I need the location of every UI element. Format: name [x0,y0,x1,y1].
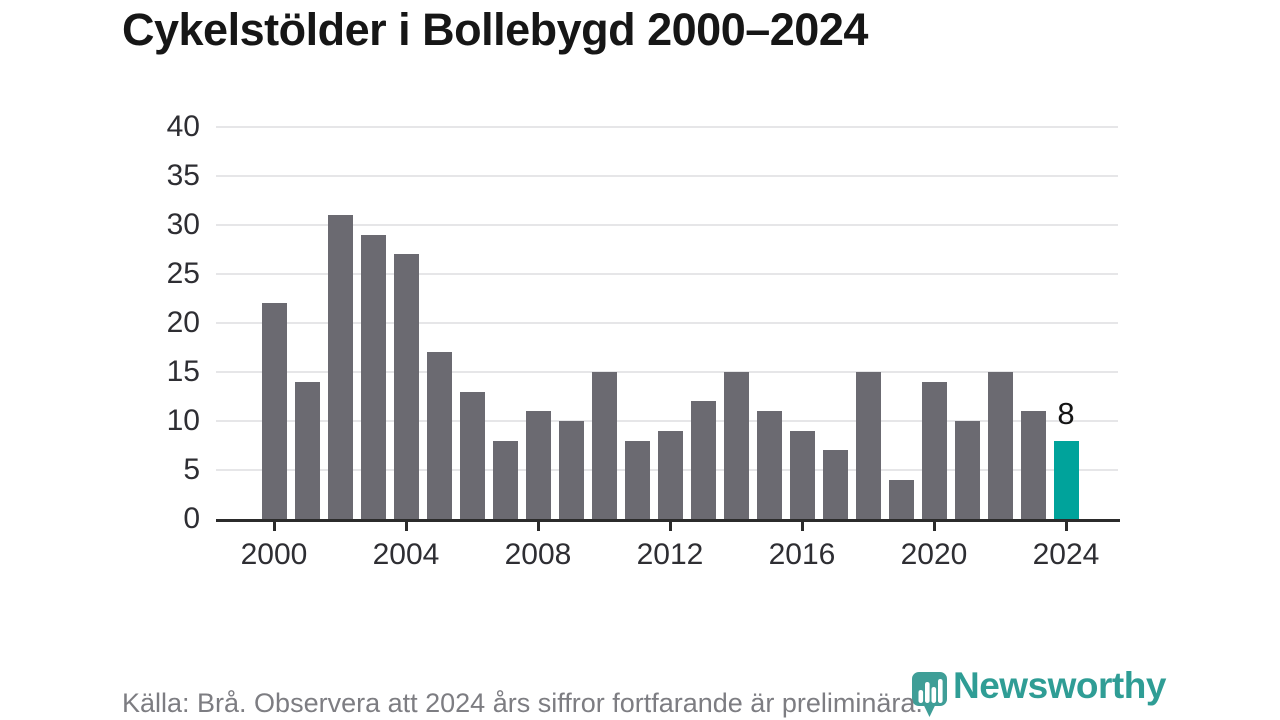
x-axis-label: 2000 [240,538,308,571]
newsworthy-logo: Newsworthy [911,664,1166,718]
gridline-40 [216,126,1118,128]
bar-2001 [295,382,320,521]
gridline-35 [216,175,1118,177]
y-axis-label: 15 [166,355,200,388]
gridline-25 [216,273,1118,275]
x-axis-label: 2008 [504,538,572,571]
bar-2003 [361,235,386,521]
y-axis-label: 30 [166,208,200,241]
bar-2011 [625,441,650,521]
bar-2008 [526,411,551,521]
x-axis-label: 2024 [1032,538,1100,571]
bar-2021 [955,421,980,521]
gridline-20 [216,322,1118,324]
x-axis-tick [669,522,672,531]
x-axis-label: 2012 [636,538,704,571]
x-axis-label: 2016 [768,538,836,571]
bar-2007 [493,441,518,521]
bar-2004 [394,254,419,521]
bar-2019 [889,480,914,521]
newsworthy-bubble-barchart-icon [912,672,947,717]
bar-2022 [988,372,1013,521]
y-axis-label: 5 [183,453,200,486]
y-axis-label: 20 [166,306,200,339]
chart-title: Cykelstölder i Bollebygd 2000–2024 [122,4,868,55]
gridline-30 [216,224,1118,226]
bar-2013 [691,401,716,521]
bar-2024 [1054,441,1079,521]
gridline-15 [216,371,1118,373]
y-axis-label: 40 [166,110,200,143]
source-note: Källa: Brå. Observera att 2024 års siffr… [122,688,923,718]
bar-2014 [724,372,749,521]
bar-2006 [460,392,485,521]
gridline-10 [216,420,1118,422]
y-axis-label: 10 [166,404,200,437]
y-axis-label: 0 [183,502,200,535]
bar-2020 [922,382,947,521]
bar-2010 [592,372,617,521]
bar-2023 [1021,411,1046,521]
bar-value-label: 8 [1057,395,1075,431]
x-axis-tick [273,522,276,531]
bar-2009 [559,421,584,521]
logo-wordmark: Newsworthy [953,665,1166,706]
bar-2012 [658,431,683,521]
x-axis-line [216,519,1120,522]
y-axis-label: 25 [166,257,200,290]
bar-2002 [328,215,353,521]
y-axis-label: 35 [166,159,200,192]
bar-2015 [757,411,782,521]
x-axis-tick [933,522,936,531]
x-axis-tick [801,522,804,531]
x-axis-tick [405,522,408,531]
bar-2000 [262,303,287,521]
bar-2005 [427,352,452,521]
bar-2018 [856,372,881,521]
x-axis-tick [537,522,540,531]
bar-2016 [790,431,815,521]
bar-2017 [823,450,848,521]
x-axis-label: 2020 [900,538,968,571]
x-axis-tick [1065,522,1068,531]
x-axis-label: 2004 [372,538,440,571]
